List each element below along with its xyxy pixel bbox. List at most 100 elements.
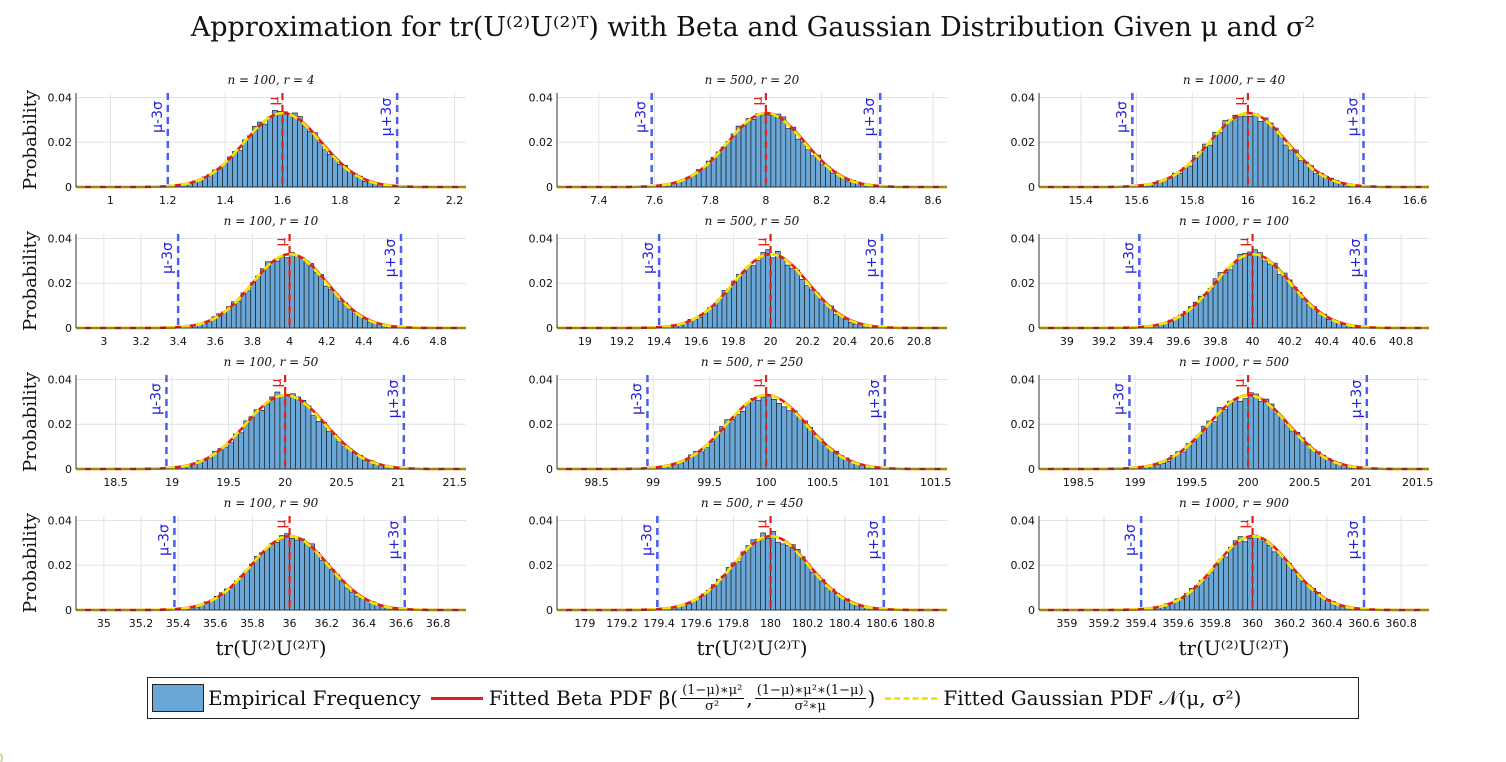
histogram-bar <box>1237 253 1243 329</box>
histogram-bar <box>1227 400 1233 470</box>
histogram-bar <box>725 141 732 188</box>
histogram-bar <box>771 398 777 470</box>
histogram-bar <box>250 282 256 329</box>
histogram-bar <box>812 434 819 470</box>
histogram-bar <box>300 399 307 470</box>
histogram-bar <box>854 605 860 611</box>
subplot-title: n = 1000, r = 40 <box>1183 73 1286 87</box>
histogram-bar <box>734 414 741 470</box>
mu-label: μ <box>1237 237 1253 246</box>
histogram-bar <box>1257 121 1264 188</box>
y-tick-label: 0.02 <box>48 136 73 149</box>
x-tick-label: 1.8 <box>331 194 349 207</box>
x-tick-label: 198.5 <box>1063 476 1095 489</box>
histogram-bar <box>789 268 796 329</box>
x-tick-label: 360 <box>1242 617 1263 630</box>
histogram-bar <box>760 114 767 188</box>
histogram-bar <box>765 114 772 188</box>
histogram-bar <box>336 441 343 470</box>
histogram-bar <box>781 406 788 470</box>
histogram-bar <box>1300 581 1307 611</box>
legend-item-gaussian: Fitted Gaussian PDF 𝒩(μ, σ²) <box>875 686 1241 710</box>
subplot-11: μ-3σ μ+3σ μ 0 0.02 0.04 179 179.2 179.4 179.6 179.… <box>529 496 947 660</box>
y-tick-label: 0.04 <box>529 232 554 245</box>
histogram-bar <box>784 264 791 329</box>
histogram-bar <box>1242 115 1249 188</box>
histogram-bar <box>731 280 737 329</box>
y-tick-label: 0.04 <box>48 514 73 527</box>
y-axis-label: Probability <box>20 512 41 613</box>
histogram-bar <box>799 279 805 329</box>
histogram-bar <box>750 265 757 329</box>
x-tick-label: 179.6 <box>681 617 713 630</box>
x-tick-label: 201.5 <box>1402 476 1434 489</box>
mu-label: μ <box>269 378 285 387</box>
x-tick-label: 21.5 <box>442 476 467 489</box>
histogram-bar <box>259 552 265 611</box>
x-tick-label: 20 <box>278 476 292 489</box>
x-tick-label: 180.2 <box>792 617 824 630</box>
histogram-bar <box>334 574 341 611</box>
histogram-bar <box>729 419 736 470</box>
x-tick-label: 39.6 <box>1166 335 1191 348</box>
mu-plus-3sigma-label: μ+3σ <box>862 98 878 137</box>
legend-beta-prefix: Fitted Beta PDF β( <box>488 686 679 710</box>
legend-frac1-numerator: (1−μ)∗μ² <box>680 682 745 699</box>
y-tick-label: 0.02 <box>529 136 554 149</box>
histogram-bar <box>1253 393 1259 470</box>
histogram-bar <box>770 257 776 329</box>
histogram-bar <box>807 427 813 470</box>
histogram-bar <box>1222 120 1229 188</box>
histogram-bar <box>347 170 353 188</box>
x-tick-label: 99 <box>646 476 660 489</box>
histogram-bar <box>1301 298 1308 329</box>
histogram-bar <box>229 587 235 611</box>
histogram-bar <box>1271 551 1278 611</box>
histogram-bar <box>823 303 830 329</box>
x-tick-label: 19.2 <box>610 335 635 348</box>
subplot-4: μ-3σ μ+3σ μ 0 0.02 0.04 3 3.2 3.4 3.6 3.8 4 4.2 4.4 4.… <box>20 214 466 348</box>
histogram-bar <box>337 164 343 188</box>
histogram-bar <box>1207 287 1214 329</box>
histogram-bar <box>1286 562 1292 611</box>
histogram-bar <box>235 300 242 329</box>
histogram-bar <box>1262 260 1268 329</box>
histogram-bar <box>237 150 243 188</box>
histogram-bar <box>1202 293 1209 329</box>
x-tick-label: 2.2 <box>446 194 464 207</box>
histogram-bar <box>814 575 821 611</box>
histogram-bar <box>289 538 295 611</box>
histogram-bar <box>253 409 260 470</box>
histogram-bar <box>242 139 248 188</box>
histogram-bar <box>245 290 252 329</box>
histogram-bar <box>274 391 281 470</box>
histogram-bar <box>730 133 737 188</box>
mu-minus-3sigma-label: μ-3σ <box>148 383 164 415</box>
histogram-bar <box>1252 113 1259 188</box>
mu-minus-3sigma-label: μ-3σ <box>641 242 657 274</box>
histogram-bar <box>260 268 266 329</box>
histogram-bar <box>257 121 263 188</box>
x-tick-label: 20.8 <box>907 335 932 348</box>
x-tick-label: 179.8 <box>718 617 750 630</box>
histogram-bar <box>692 319 699 329</box>
histogram-bar <box>745 545 752 611</box>
y-tick-label: 0.04 <box>48 373 73 386</box>
histogram-bar <box>1232 399 1239 470</box>
histogram-bar <box>736 273 742 329</box>
histogram-bar <box>847 322 854 329</box>
histogram-bar <box>302 125 308 188</box>
subplot-10: μ-3σ μ+3σ μ 0 0.02 0.04 35 35.2 35.4 35.6 35.8 36 36… <box>20 496 466 660</box>
x-tick-label: 16.4 <box>1347 194 1372 207</box>
histogram-bar <box>799 556 806 611</box>
histogram-bar <box>1237 536 1244 611</box>
legend-bar-swatch <box>152 684 204 712</box>
histogram-bar <box>290 393 296 470</box>
histogram-bar <box>780 116 787 188</box>
legend-gaussian-label: Fitted Gaussian PDF 𝒩(μ, σ²) <box>943 686 1242 710</box>
histogram-bar <box>760 252 767 329</box>
histogram-bar <box>785 545 791 611</box>
histogram-bar <box>745 118 752 188</box>
histogram-bar <box>1217 272 1224 329</box>
histogram-bar <box>760 396 767 470</box>
